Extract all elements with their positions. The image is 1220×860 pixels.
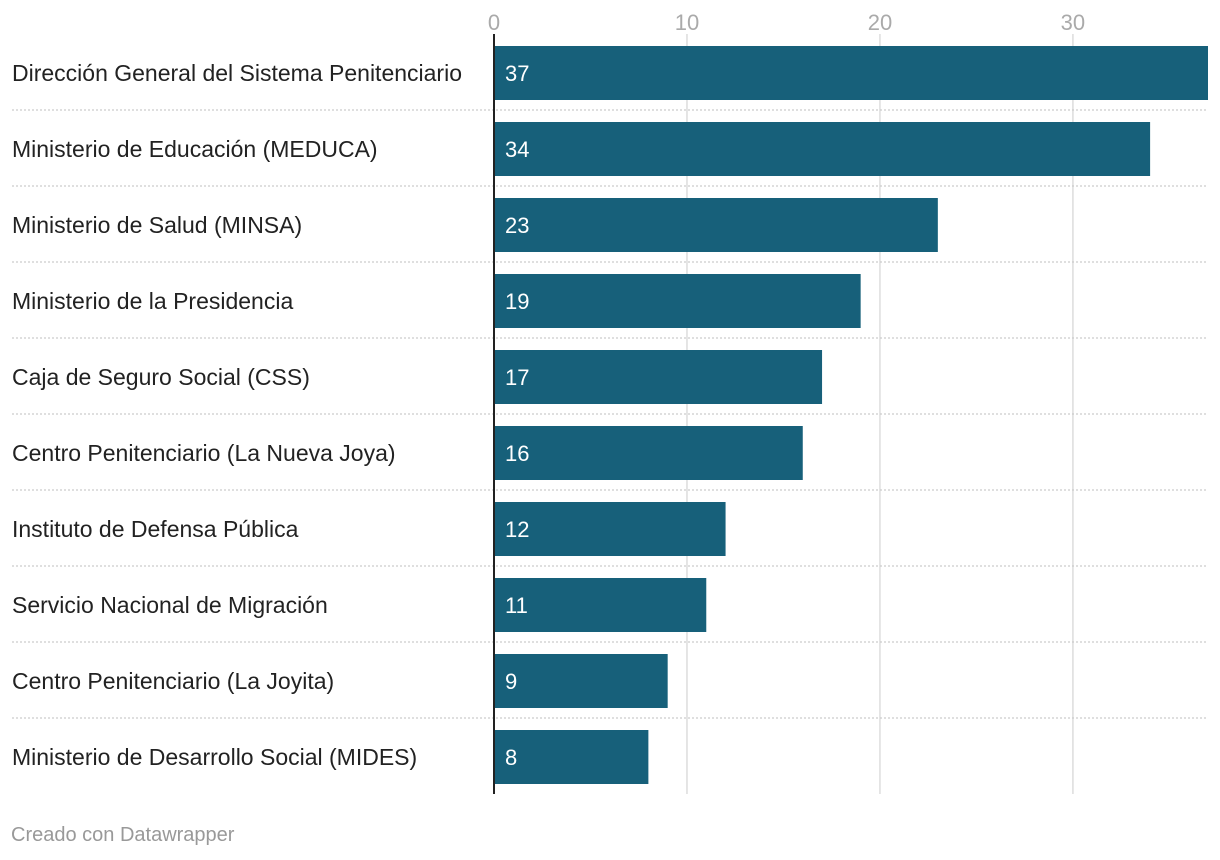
- x-tick-label-0: 0: [488, 10, 500, 35]
- value-labels: 37 34 23 19 17 16 12 11 9 8: [505, 61, 529, 770]
- x-tick-label-20: 20: [868, 10, 892, 35]
- value-label: 9: [505, 669, 517, 694]
- bar-10: [494, 730, 649, 784]
- value-label: 12: [505, 517, 529, 542]
- bar-5: [494, 350, 823, 404]
- category-label: Dirección General del Sistema Penitencia…: [12, 60, 462, 86]
- category-label: Centro Penitenciario (La Nueva Joya): [12, 440, 396, 466]
- bar-chart: 0 10 20 30 Dirección General del Sistema Pe…: [12, 10, 1208, 794]
- bar-4: [494, 274, 861, 328]
- value-label: 8: [505, 745, 517, 770]
- category-label: Ministerio de Educación (MEDUCA): [12, 136, 378, 162]
- category-label: Ministerio de la Presidencia: [12, 288, 293, 314]
- category-label: Instituto de Defensa Pública: [12, 516, 299, 542]
- bar-3: [494, 198, 938, 252]
- category-labels: Dirección General del Sistema Penitencia…: [12, 60, 462, 770]
- value-label: 17: [505, 365, 529, 390]
- category-label: Centro Penitenciario (La Joyita): [12, 668, 334, 694]
- value-label: 16: [505, 441, 529, 466]
- x-tick-label-10: 10: [675, 10, 699, 35]
- bar-6: [494, 426, 803, 480]
- category-label: Servicio Nacional de Migración: [12, 592, 328, 618]
- value-label: 34: [505, 137, 529, 162]
- category-label: Caja de Seguro Social (CSS): [12, 364, 310, 390]
- category-label: Ministerio de Salud (MINSA): [12, 212, 302, 238]
- value-label: 19: [505, 289, 529, 314]
- value-label: 11: [505, 593, 528, 618]
- bar-2: [494, 122, 1151, 176]
- row-separators: [12, 109, 1208, 719]
- bar-1: [494, 46, 1208, 100]
- bar-8: [494, 578, 707, 632]
- value-label: 23: [505, 213, 529, 238]
- x-tick-label-30: 30: [1061, 10, 1085, 35]
- credit-text: Creado con Datawrapper: [11, 824, 235, 846]
- category-label: Ministerio de Desarrollo Social (MIDES): [12, 744, 417, 770]
- bar-9: [494, 654, 668, 708]
- x-axis-ticks: 0 10 20 30: [488, 10, 1085, 35]
- value-label: 37: [505, 61, 529, 86]
- bar-7: [494, 502, 726, 556]
- bars: [494, 46, 1208, 784]
